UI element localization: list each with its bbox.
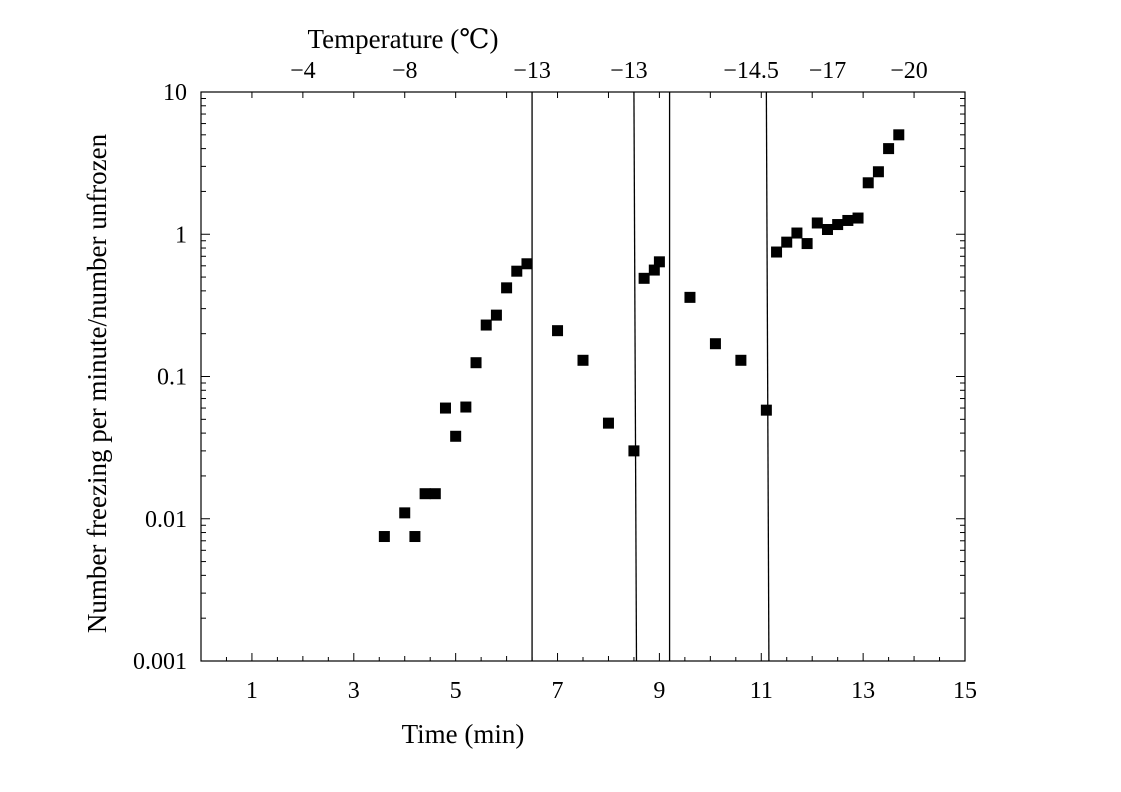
top-tick-label: −4 [290,58,316,84]
x-tick-label: 13 [851,678,875,704]
y-tick-label: 0.1 [157,365,187,391]
data-point [893,129,905,141]
y-tick-label: 1 [175,222,187,248]
data-point [771,246,783,258]
data-point [521,258,533,270]
data-point [638,272,650,284]
data-points [378,129,905,543]
y-tick-label: 10 [163,80,187,106]
x-tick-label: 11 [750,678,773,704]
x-tick-label: 5 [450,678,462,704]
data-point [577,354,589,366]
data-point [684,291,696,303]
top-tick-label: −20 [890,58,928,84]
top-temperature-axis: −4 −8 −13 −13 −14.5 −17 −20 [200,58,966,98]
data-point [511,265,523,277]
data-point [409,531,421,543]
data-point [501,282,513,294]
vertical-divider-line [633,91,638,662]
top-tick-label: −13 [513,58,551,84]
data-point [490,309,502,321]
data-point [852,212,864,224]
data-point [378,531,390,543]
y-tick-label: 0.001 [133,649,187,675]
data-point [735,354,747,366]
data-point [862,177,874,189]
data-point [419,488,431,500]
data-point [811,217,823,229]
vertical-lines [531,91,770,662]
data-point [791,227,803,239]
x-tick-label: 7 [552,678,564,704]
x-tick-label: 9 [653,678,665,704]
data-point [648,264,660,276]
x-tick-label: 15 [953,678,977,704]
data-point [821,223,833,235]
x-axis-title: Time (min) [402,719,525,749]
data-point [872,166,884,178]
vertical-divider-line [765,91,770,662]
data-point [460,401,472,413]
data-point [480,319,492,331]
plot-frame [200,91,966,662]
data-point [470,357,482,369]
left-y-axis: 0.001 0.01 0.1 1 10 [133,80,965,675]
top-tick-label: −13 [610,58,648,84]
data-point [781,236,793,248]
y-axis-title: Number freezing per minute/number unfroz… [82,133,112,633]
data-point [883,143,895,155]
data-point [709,338,721,350]
x-tick-label: 3 [348,678,360,704]
data-point [429,488,441,500]
x-tick-label: 1 [246,678,258,704]
data-point [628,445,640,457]
top-tick-label: −14.5 [723,58,779,84]
data-point [653,256,665,268]
data-point [602,417,614,429]
top-axis-title: Temperature (℃) [308,24,499,54]
data-point [450,430,462,442]
data-point [842,214,854,226]
data-point [439,402,451,414]
top-tick-label: −17 [809,58,847,84]
data-point [832,219,844,231]
data-point [760,404,772,416]
data-point [399,507,411,519]
data-point [552,325,564,337]
y-tick-label: 0.01 [145,507,187,533]
data-point [801,238,813,250]
bottom-x-axis: 1 3 5 7 9 11 13 15 [200,653,977,704]
top-tick-label: −8 [392,58,418,84]
